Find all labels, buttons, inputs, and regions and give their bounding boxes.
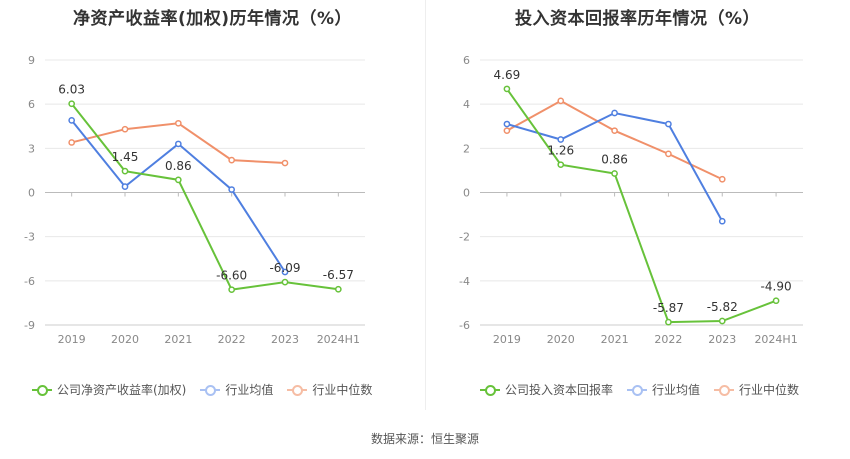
data-label: -4.90 bbox=[761, 280, 792, 294]
series-line-company bbox=[506, 88, 777, 324]
data-source-note: 数据来源：恒生聚源 bbox=[370, 432, 479, 446]
y-tick-label: -3 bbox=[24, 231, 35, 244]
legend-item-median[interactable]: 行业中位数 bbox=[287, 381, 372, 398]
y-tick-label: 2 bbox=[463, 142, 470, 155]
data-label: 0.86 bbox=[165, 159, 192, 173]
legend-label: 行业中位数 bbox=[312, 383, 373, 397]
legend-item-company-roe[interactable]: 公司净资产收益率(加权) bbox=[32, 381, 186, 398]
roe-line-chart: 9 6 3 0 -3 -6 -9 2019 2020 2021 2022 2023 2024H1 6.03… bbox=[24, 54, 365, 346]
y-tick-label: -6 bbox=[24, 275, 35, 288]
y-tick-label: 6 bbox=[463, 54, 470, 67]
data-point-average[interactable] bbox=[121, 183, 129, 190]
data-point-median[interactable] bbox=[665, 150, 672, 158]
y-tick-label: -4 bbox=[459, 275, 470, 288]
data-point-median[interactable] bbox=[121, 125, 129, 133]
x-tick-label: 2023 bbox=[271, 333, 299, 346]
data-label: -5.82 bbox=[707, 300, 738, 314]
legend-line-marker-icon bbox=[480, 384, 500, 396]
data-point-company[interactable] bbox=[772, 297, 780, 305]
legend-label: 行业均值 bbox=[225, 383, 274, 397]
data-point-median[interactable] bbox=[611, 127, 618, 135]
x-tick-label: 2022 bbox=[654, 333, 682, 346]
x-tick-label: 2021 bbox=[601, 333, 629, 346]
data-point-company[interactable] bbox=[121, 167, 129, 175]
legend-item-company-roic[interactable]: 公司投入资本回报率 bbox=[480, 381, 613, 398]
data-point-median[interactable] bbox=[68, 139, 76, 146]
data-point-company[interactable] bbox=[174, 176, 182, 184]
y-tick-label: -2 bbox=[459, 231, 470, 244]
data-label: 1.45 bbox=[112, 150, 139, 164]
data-point-company[interactable] bbox=[334, 285, 342, 293]
y-tick-label: 0 bbox=[463, 187, 470, 200]
legend-line-marker-icon bbox=[287, 384, 308, 396]
data-label: -6.57 bbox=[323, 268, 354, 282]
data-point-average[interactable] bbox=[228, 186, 236, 193]
y-tick-label: 0 bbox=[28, 187, 35, 200]
x-tick-label: 2019 bbox=[58, 333, 86, 346]
x-tick-label: 2020 bbox=[111, 333, 139, 346]
x-tick-label: 2024H1 bbox=[317, 333, 360, 346]
legend-label: 公司投入资本回报率 bbox=[505, 383, 614, 397]
data-point-average[interactable] bbox=[503, 120, 511, 128]
chart-title-roic: 投入资本回报率历年情况（%） bbox=[514, 9, 761, 29]
data-point-company[interactable] bbox=[611, 170, 618, 177]
x-tick-label: 2023 bbox=[708, 333, 736, 346]
data-point-average[interactable] bbox=[281, 268, 289, 276]
data-label: -6.09 bbox=[269, 261, 300, 275]
legend-label: 行业均值 bbox=[652, 383, 701, 397]
data-point-median[interactable] bbox=[718, 175, 726, 183]
legend-item-average[interactable]: 行业均值 bbox=[200, 381, 273, 398]
y-tick-label: 4 bbox=[463, 98, 470, 111]
data-point-median[interactable] bbox=[503, 127, 511, 135]
legend-roe: 公司净资产收益率(加权) 行业均值 行业中位数 bbox=[32, 381, 386, 398]
data-point-median[interactable] bbox=[281, 159, 289, 167]
legend-roic: 公司投入资本回报率 行业均值 行业中位数 bbox=[480, 381, 813, 398]
data-point-company[interactable] bbox=[718, 317, 726, 325]
data-label: -5.87 bbox=[653, 301, 684, 315]
legend-line-marker-icon bbox=[200, 384, 221, 396]
series-line-company bbox=[70, 103, 339, 291]
legend-item-median[interactable]: 行业中位数 bbox=[714, 381, 799, 398]
data-point-average[interactable] bbox=[557, 136, 565, 143]
chart-title-roe: 净资产收益率(加权)历年情况（%） bbox=[72, 9, 353, 29]
y-tick-label: -9 bbox=[24, 319, 35, 332]
data-point-company[interactable] bbox=[281, 278, 289, 286]
legend-label: 公司净资产收益率(加权) bbox=[57, 383, 187, 397]
legend-label: 行业中位数 bbox=[739, 383, 800, 397]
x-tick-label: 2021 bbox=[164, 333, 192, 346]
x-tick-label: 2020 bbox=[547, 333, 575, 346]
data-label: 0.86 bbox=[601, 153, 628, 167]
y-tick-label: 9 bbox=[28, 54, 35, 67]
panel-divider bbox=[425, 0, 426, 410]
data-point-average[interactable] bbox=[718, 217, 726, 225]
data-point-company[interactable] bbox=[68, 100, 76, 108]
data-point-company[interactable] bbox=[557, 161, 565, 169]
y-tick-label: -6 bbox=[459, 319, 470, 332]
data-label: 1.26 bbox=[547, 144, 574, 158]
data-label: 6.03 bbox=[58, 83, 85, 97]
y-tick-label: 3 bbox=[28, 142, 35, 155]
legend-line-marker-icon bbox=[714, 384, 735, 396]
data-label: 4.69 bbox=[494, 68, 521, 82]
legend-item-average[interactable]: 行业均值 bbox=[627, 381, 700, 398]
data-point-average[interactable] bbox=[174, 140, 182, 148]
roic-line-chart: 6 4 2 0 -2 -4 -6 2019 2020 2021 2022 2023 2024H1 4.69… bbox=[459, 54, 803, 346]
data-label: -6.60 bbox=[216, 269, 247, 283]
legend-line-marker-icon bbox=[32, 384, 52, 396]
x-tick-label: 2022 bbox=[218, 333, 246, 346]
data-point-company[interactable] bbox=[228, 286, 236, 294]
legend-line-marker-icon bbox=[627, 384, 648, 396]
data-point-median[interactable] bbox=[174, 119, 182, 127]
data-point-average[interactable] bbox=[611, 109, 618, 117]
y-tick-label: 6 bbox=[28, 98, 35, 111]
data-point-average[interactable] bbox=[665, 120, 672, 128]
x-tick-label: 2019 bbox=[493, 333, 521, 346]
data-point-median[interactable] bbox=[557, 97, 565, 105]
data-point-average[interactable] bbox=[68, 117, 76, 124]
data-point-company[interactable] bbox=[503, 85, 511, 93]
data-point-company[interactable] bbox=[665, 318, 672, 326]
x-tick-label: 2024H1 bbox=[754, 333, 797, 346]
data-point-median[interactable] bbox=[228, 156, 236, 164]
